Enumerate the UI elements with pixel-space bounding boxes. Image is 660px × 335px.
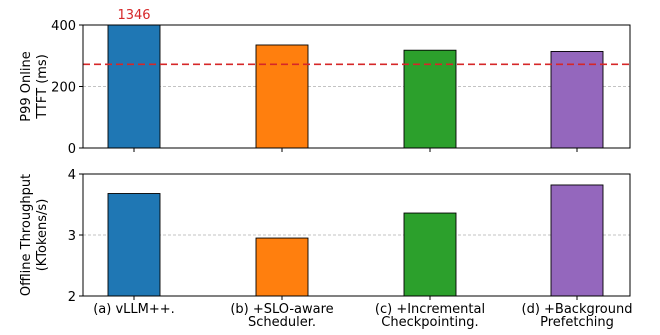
ytick-label-p0-200: 200 (51, 81, 76, 96)
ytick-label-p0-400: 400 (51, 19, 76, 34)
y-axis-label-p0-line1: TTFT (ms) (35, 54, 50, 120)
overflow-value-label: 1346 (117, 8, 150, 23)
x-category-label-2-line0: (c) +Incremental (375, 302, 485, 317)
x-category-label-3-line0: (d) +Background (522, 302, 633, 317)
ytick-label-p1-3: 3 (68, 229, 76, 244)
bar-p0-0 (107, 24, 161, 149)
bar-p0-2 (403, 49, 457, 149)
x-category-label-2-line1: Checkpointing. (381, 315, 478, 330)
bar-p1-1 (255, 237, 309, 297)
x-category-label-1-line1: Scheduler. (248, 315, 316, 330)
ytick-label-p1-4: 4 (68, 168, 76, 183)
x-category-label-1-line0: (b) +SLO-aware (230, 302, 333, 317)
y-axis-label-p1-line0: Offline Throughput (19, 174, 34, 296)
bar-p0-1 (255, 44, 309, 149)
x-category-label-0-line0: (a) vLLM++. (93, 302, 175, 317)
ytick-label-p1-2: 2 (68, 290, 76, 305)
bar-p0-3 (550, 50, 604, 149)
x-category-label-3-line1: Prefetching (540, 315, 614, 330)
y-axis-label-p1-line1: (KTokens/s) (35, 199, 50, 272)
bar-p1-2 (403, 212, 457, 297)
y-axis-label-p0-line0: P99 Online (19, 51, 34, 121)
bar-p1-0 (107, 193, 161, 297)
ytick-label-p0-0: 0 (68, 142, 76, 157)
bar-p1-3 (550, 184, 604, 297)
